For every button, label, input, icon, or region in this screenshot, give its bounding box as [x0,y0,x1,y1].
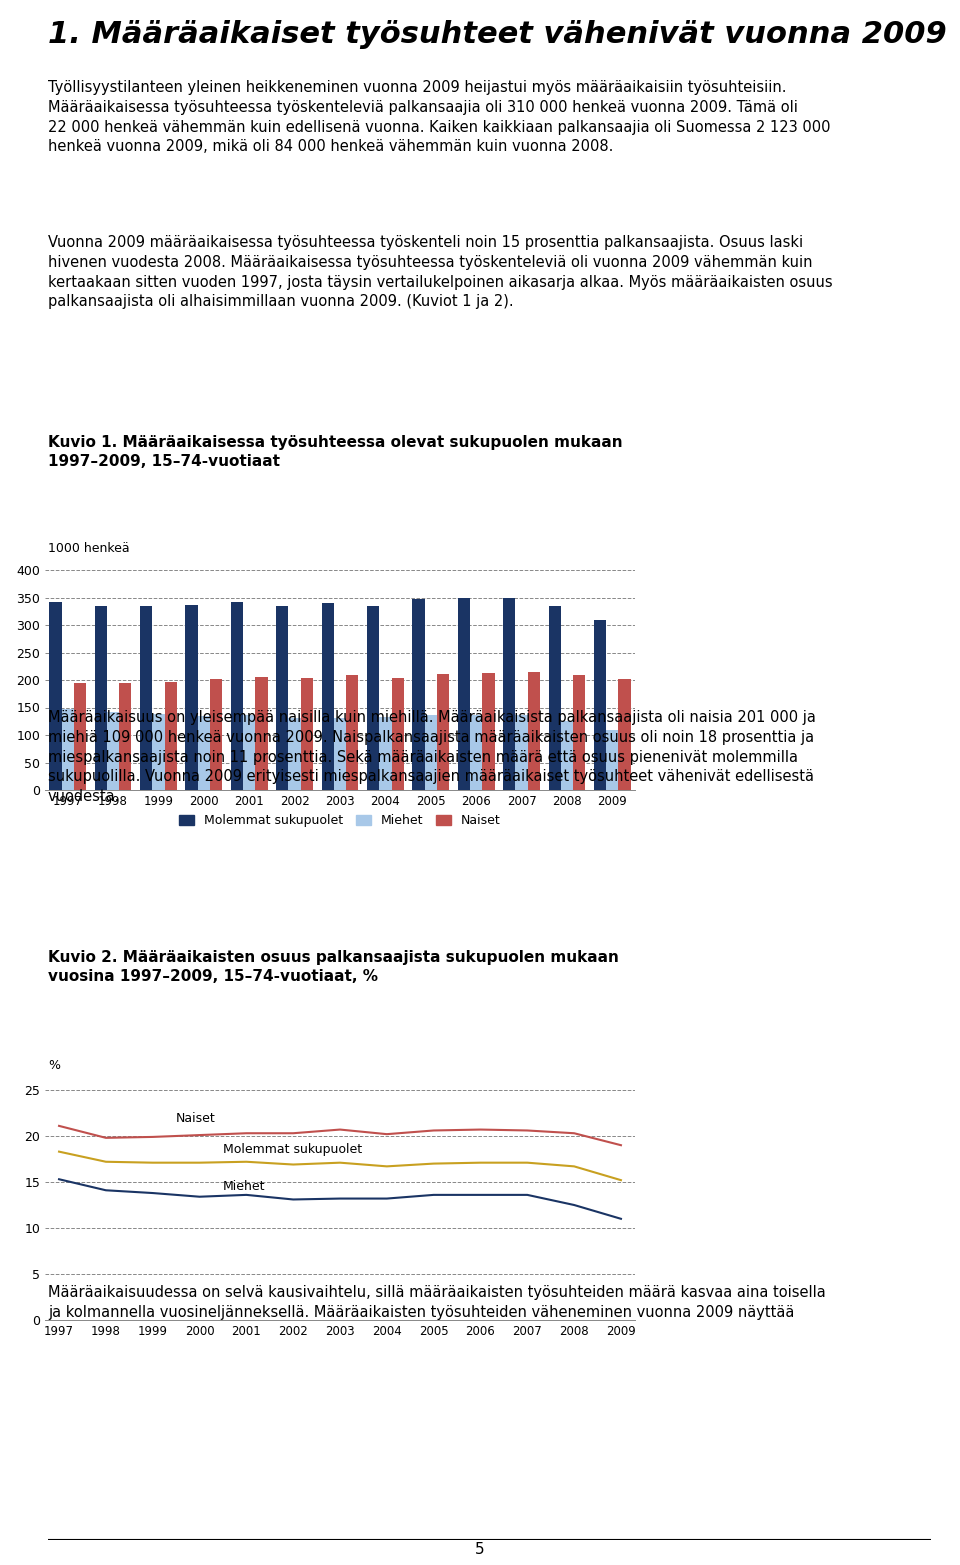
Bar [95,606,107,790]
Bar [470,715,482,790]
Bar [185,606,198,790]
Bar [74,684,86,790]
Bar [334,718,347,790]
Bar [119,684,132,790]
Bar [61,709,74,790]
Bar [379,717,392,790]
Bar [49,603,61,790]
Bar [528,673,540,790]
Bar [573,675,586,790]
Bar [210,679,222,790]
Text: Määräaikaisuudessa on selvä kausivaihtelu, sillä määräaikaisten työsuhteiden mää: Määräaikaisuudessa on selvä kausivaihtel… [48,1285,826,1319]
Bar [347,675,358,790]
Text: Molemmat sukupuolet: Molemmat sukupuolet [223,1142,362,1155]
Text: Määräaikaisuus on yleisempää naisilla kuin miehillä. Määräaikaisista palkansaaji: Määräaikaisuus on yleisempää naisilla ku… [48,711,816,804]
Bar [198,717,210,790]
Bar [140,606,153,790]
Bar [300,678,313,790]
Bar [503,598,516,790]
Bar [230,603,243,790]
Bar [561,721,573,790]
Text: 5: 5 [475,1543,485,1557]
Bar [594,620,606,790]
Bar [153,714,164,790]
Bar [322,603,334,790]
Text: Kuvio 2. Määräaikaisten osuus palkansaajista sukupuolen mukaan
vuosina 1997–2009: Kuvio 2. Määräaikaisten osuus palkansaaj… [48,950,619,983]
Text: Työllisyystilanteen yleinen heikkeneminen vuonna 2009 heijastui myös määräaikais: Työllisyystilanteen yleinen heikkenemine… [48,80,830,155]
Bar [289,718,300,790]
Text: %: % [48,1060,60,1072]
Bar [548,606,561,790]
Bar [437,675,449,790]
Text: 1. Määräaikaiset työsuhteet vähenivät vuonna 2009: 1. Määräaikaiset työsuhteet vähenivät vu… [48,20,947,49]
Bar [606,729,618,790]
Bar [107,712,119,790]
Text: Miehet: Miehet [223,1180,265,1193]
Legend: Molemmat sukupuolet, Miehet, Naiset: Molemmat sukupuolet, Miehet, Naiset [175,809,506,833]
Bar [458,598,470,790]
Bar [392,678,404,790]
Text: Vuonna 2009 määräaikaisessa työsuhteessa työskenteli noin 15 prosenttia palkansa: Vuonna 2009 määräaikaisessa työsuhteessa… [48,235,832,310]
Bar [413,599,424,790]
Bar [276,606,289,790]
Bar [367,606,379,790]
Bar [618,679,631,790]
Text: Kuvio 1. Määräaikaisessa työsuhteessa olevat sukupuolen mukaan
1997–2009, 15–74-: Kuvio 1. Määräaikaisessa työsuhteessa ol… [48,435,623,468]
Bar [243,715,255,790]
Bar [424,715,437,790]
Bar [516,715,528,790]
Bar [164,682,177,790]
Text: 1000 henkeä: 1000 henkeä [48,541,130,556]
Bar [482,673,494,790]
Bar [255,678,268,790]
Text: Naiset: Naiset [176,1113,216,1125]
